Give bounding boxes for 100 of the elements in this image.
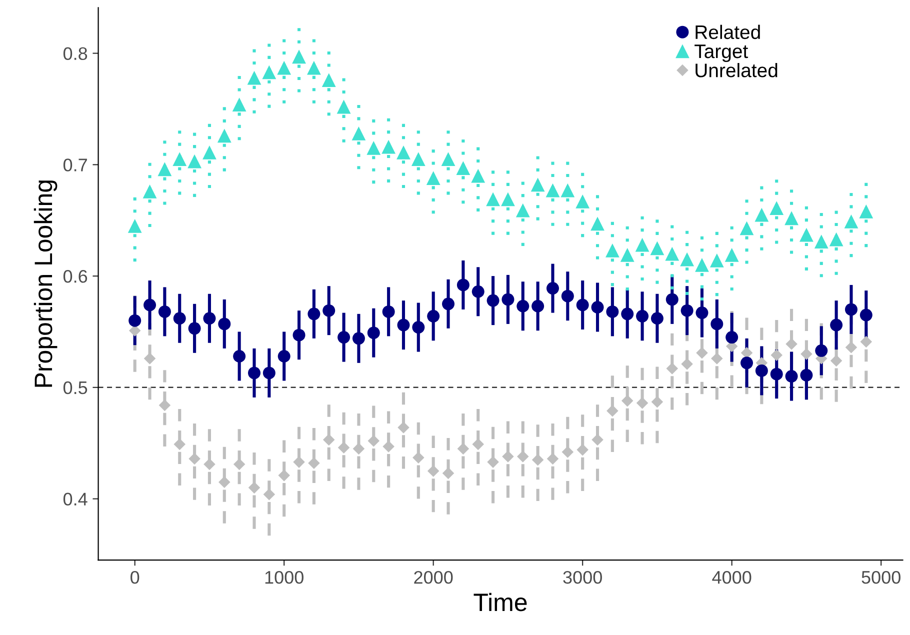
point (711, 352, 723, 364)
point (650, 312, 664, 325)
point (382, 305, 395, 318)
point (427, 310, 440, 322)
y-axis-title: Proportion Looking (34, 180, 58, 387)
point (546, 282, 559, 295)
point (680, 304, 694, 317)
point (621, 394, 634, 407)
point (277, 60, 292, 75)
point (635, 238, 650, 252)
point (457, 442, 470, 455)
point (173, 312, 186, 325)
x-tick-label: 5000 (862, 570, 900, 584)
point (233, 458, 246, 470)
y-tick-label: 0.5 (63, 381, 88, 394)
x-tick-label: 0 (130, 570, 140, 584)
point (829, 232, 844, 246)
point (830, 318, 843, 332)
point (158, 305, 171, 318)
point (247, 70, 262, 85)
point (785, 370, 798, 383)
point (576, 298, 589, 312)
x-tick-label: 4000 (712, 570, 752, 584)
point (576, 194, 590, 208)
point (814, 234, 828, 248)
point (352, 332, 365, 345)
point (650, 241, 664, 256)
point (530, 178, 545, 192)
point (844, 303, 858, 316)
point (696, 306, 708, 320)
point (606, 305, 619, 318)
y-tick-label: 0.6 (63, 270, 88, 283)
point (278, 350, 290, 362)
x-tick-label: 1000 (265, 570, 304, 584)
point (784, 211, 798, 226)
point (710, 318, 724, 330)
point (278, 470, 290, 482)
point (651, 396, 664, 408)
point (680, 252, 694, 266)
point (546, 452, 559, 465)
point (605, 243, 620, 258)
point (203, 312, 216, 325)
point (471, 168, 486, 183)
point (308, 308, 320, 320)
point (562, 446, 574, 458)
point (233, 350, 246, 362)
point (636, 397, 648, 409)
point (308, 457, 320, 470)
point (696, 347, 708, 359)
point (516, 450, 529, 462)
point (724, 248, 739, 262)
point (502, 450, 514, 462)
point (128, 218, 142, 233)
point (336, 100, 351, 114)
point (217, 128, 232, 143)
point (860, 308, 872, 322)
x-tick-label: 3000 (563, 570, 602, 584)
point (590, 216, 604, 231)
point (786, 338, 798, 350)
point (382, 140, 396, 154)
point (322, 73, 336, 87)
point (516, 203, 530, 218)
point (128, 314, 142, 327)
point (142, 184, 157, 198)
point (681, 358, 693, 370)
point (442, 467, 454, 480)
legend-label: Unrelated (696, 63, 778, 78)
x-tick-label: 2000 (414, 570, 453, 584)
point (412, 321, 425, 334)
point (472, 285, 484, 298)
point (830, 354, 842, 367)
point (636, 310, 649, 322)
point (188, 154, 202, 168)
point (306, 60, 321, 75)
point (770, 201, 784, 216)
point (800, 368, 813, 382)
point (740, 221, 754, 236)
point (368, 435, 380, 447)
point (621, 308, 634, 320)
point (338, 331, 350, 344)
point (844, 214, 858, 228)
point (800, 348, 812, 360)
point (248, 482, 260, 494)
point (262, 65, 276, 80)
point (532, 300, 544, 312)
point (158, 399, 171, 412)
point (412, 452, 424, 464)
legend-label: Related (696, 24, 760, 40)
point (486, 192, 500, 206)
point (726, 331, 738, 344)
point (859, 204, 874, 218)
point (144, 298, 156, 312)
point (218, 318, 231, 330)
point (382, 440, 394, 452)
point (456, 161, 470, 175)
point (665, 246, 680, 261)
point (516, 300, 530, 312)
point (754, 208, 769, 222)
point (322, 434, 335, 446)
y-tick-label: 0.8 (63, 47, 88, 60)
